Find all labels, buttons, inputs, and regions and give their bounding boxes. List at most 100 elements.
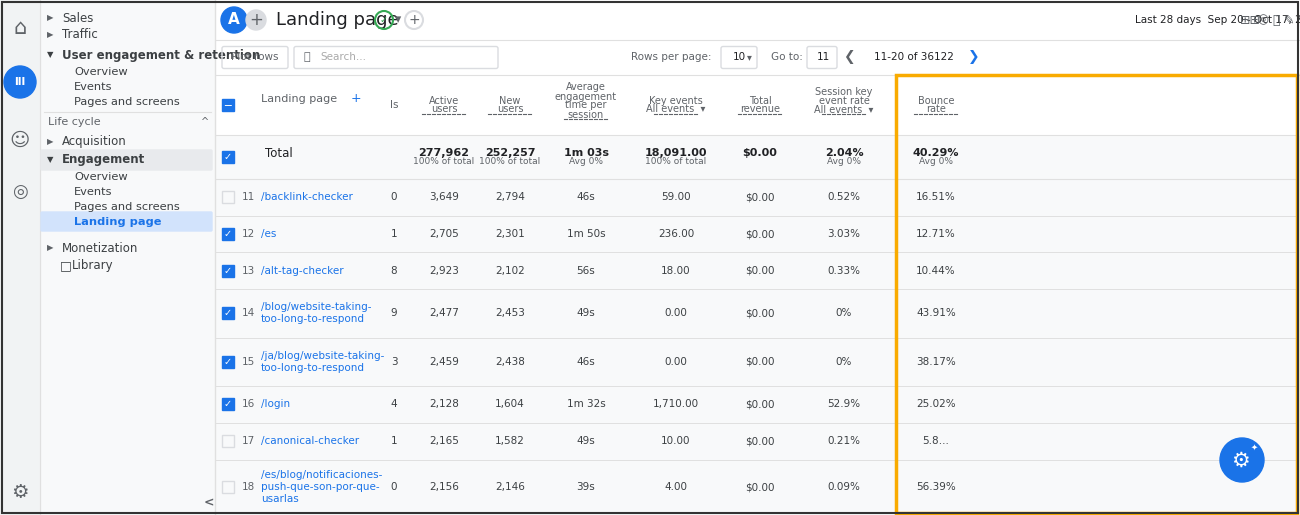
Text: Acquisition: Acquisition [62,135,127,148]
Text: Events: Events [74,187,113,197]
Text: 9: 9 [391,308,398,318]
Text: ─: ─ [225,100,231,110]
Text: ✓: ✓ [224,357,233,367]
Text: Rows per page:: Rows per page: [630,53,711,62]
Text: 40.29%: 40.29% [913,148,959,158]
Text: /login: /login [261,400,290,409]
Text: users: users [497,105,523,114]
Bar [216,0,1300,40]
Text: ▼: ▼ [47,50,53,60]
Text: Total: Total [265,147,292,160]
Text: ▶: ▶ [47,13,53,23]
Text: 43.91%: 43.91% [916,308,956,318]
Text: 1: 1 [391,229,398,239]
Text: 2,794: 2,794 [495,192,525,202]
Text: ✓: ✓ [224,229,233,239]
Text: ⌂: ⌂ [13,18,26,38]
Text: 0.00: 0.00 [664,308,688,318]
Text: ▶: ▶ [47,30,53,40]
Text: 3: 3 [391,357,398,367]
Bar [0,0,40,515]
Text: /es/blog/notificaciones-
push-que-son-por-que-
usarlas: /es/blog/notificaciones- push-que-son-po… [261,470,382,504]
Text: 2,459: 2,459 [429,357,459,367]
Text: Avg 0%: Avg 0% [827,158,861,166]
Text: 15: 15 [242,357,255,367]
Text: Landing page: Landing page [276,11,399,29]
Text: <: < [204,496,214,509]
Text: ✓: ✓ [224,266,233,276]
Text: $0.00: $0.00 [745,192,775,202]
Text: time per: time per [566,100,607,111]
Text: session: session [568,110,604,119]
Text: Avg 0%: Avg 0% [569,158,603,166]
Text: Sales: Sales [62,11,94,25]
Text: 8: 8 [391,266,398,276]
Bar [216,75,1300,135]
Text: 236.00: 236.00 [658,229,694,239]
Text: $0.00: $0.00 [745,308,775,318]
Bar [222,356,234,368]
Text: 2,102: 2,102 [495,266,525,276]
Text: Pages and screens: Pages and screens [74,97,179,107]
Text: 2.04%: 2.04% [824,148,863,158]
Text: 2,438: 2,438 [495,357,525,367]
Text: 11: 11 [242,192,255,202]
Text: ✓: ✓ [224,152,233,162]
Text: ▾: ▾ [395,13,402,26]
Bar [222,435,234,448]
Text: 39s: 39s [577,483,595,492]
Text: +: + [351,93,361,106]
Bar [216,40,1300,75]
Text: 16.51%: 16.51% [916,192,956,202]
Text: ▾: ▾ [746,53,751,62]
Text: 0.09%: 0.09% [828,483,861,492]
Text: 2,705: 2,705 [429,229,459,239]
Text: 56.39%: 56.39% [916,483,956,492]
Text: 13: 13 [242,266,255,276]
Text: 1: 1 [391,436,398,447]
Text: $0.00: $0.00 [745,266,775,276]
Text: 2,128: 2,128 [429,400,459,409]
Text: 56s: 56s [577,266,595,276]
Text: 0.52%: 0.52% [828,192,861,202]
Text: □: □ [60,260,72,272]
Text: 2,477: 2,477 [429,308,459,318]
Text: User engagement & retention: User engagement & retention [62,48,260,61]
Text: 3,649: 3,649 [429,192,459,202]
Text: Landing page: Landing page [74,217,161,227]
Text: 49s: 49s [577,436,595,447]
Text: Landing page: Landing page [261,94,337,104]
Bar [0,0,214,515]
Text: 2,156: 2,156 [429,483,459,492]
Text: 11-20 of 36122: 11-20 of 36122 [874,53,954,62]
Text: event rate: event rate [819,96,870,106]
Text: 5.8…: 5.8… [923,436,949,447]
Text: Pages and screens: Pages and screens [74,202,179,212]
Text: Events: Events [74,82,113,92]
Text: 1,710.00: 1,710.00 [653,400,699,409]
Text: ◎: ◎ [12,183,27,201]
Text: 0.33%: 0.33% [828,266,861,276]
Text: ✓: ✓ [224,400,233,409]
Text: +: + [250,11,263,29]
Text: ▼: ▼ [47,156,53,164]
Text: Overview: Overview [74,67,127,77]
Text: ⤢: ⤢ [1273,13,1279,26]
Text: 0%: 0% [836,357,853,367]
Text: Plot rows: Plot rows [231,53,278,62]
Text: users: users [430,105,458,114]
Text: 12: 12 [242,229,255,239]
Text: 4.00: 4.00 [664,483,688,492]
Text: Go to:: Go to: [771,53,803,62]
Text: Session key: Session key [815,87,872,97]
Text: 17: 17 [242,436,255,447]
Bar [222,151,234,163]
Text: 1,582: 1,582 [495,436,525,447]
Text: All events  ▾: All events ▾ [814,105,874,115]
Text: ⊞⊞: ⊞⊞ [1239,13,1261,26]
Text: ✦: ✦ [1251,442,1257,452]
Bar [222,228,234,240]
Text: lll: lll [14,77,26,87]
Text: ✓: ✓ [380,15,389,25]
Text: New: New [499,95,521,106]
